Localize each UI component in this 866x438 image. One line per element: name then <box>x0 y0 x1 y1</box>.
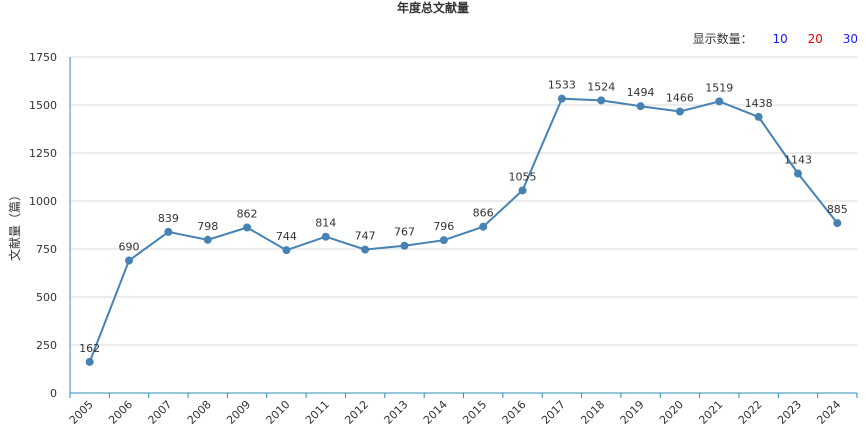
x-tick-label: 2011 <box>303 398 332 427</box>
display-count-option-10[interactable]: 10 <box>772 32 788 46</box>
data-point[interactable] <box>793 169 802 178</box>
data-label: 839 <box>158 212 179 225</box>
data-point[interactable] <box>85 357 94 366</box>
x-tick-label: 2014 <box>421 398 450 427</box>
y-tick-label: 1000 <box>29 195 57 208</box>
data-point[interactable] <box>479 222 488 231</box>
data-label: 798 <box>197 220 218 233</box>
data-point[interactable] <box>675 107 684 116</box>
x-tick-label: 2012 <box>342 398 371 427</box>
display-count-selector: 显示数量： 10 20 30 <box>693 31 858 47</box>
display-count-label: 显示数量： <box>692 32 753 46</box>
data-point[interactable] <box>557 94 566 103</box>
data-point[interactable] <box>636 102 645 111</box>
chart-title: 年度总文献量 <box>396 1 469 15</box>
display-count-option-20[interactable]: 20 <box>807 32 823 46</box>
x-tick-label: 2015 <box>460 398 489 427</box>
data-point[interactable] <box>203 235 212 244</box>
series-line-group <box>88 97 839 363</box>
data-point[interactable] <box>715 97 724 106</box>
x-tick-label: 2005 <box>67 398 96 427</box>
axes <box>69 57 858 398</box>
x-tick-label: 2007 <box>146 398 175 427</box>
display-count-option-30[interactable]: 30 <box>842 32 858 46</box>
data-label: 866 <box>473 207 494 220</box>
x-tick-label: 2023 <box>775 398 804 427</box>
data-point[interactable] <box>754 112 763 121</box>
data-point[interactable] <box>243 223 252 232</box>
data-label: 744 <box>276 230 297 243</box>
data-point[interactable] <box>439 236 448 245</box>
data-label: 747 <box>355 230 376 243</box>
data-label: 1466 <box>666 92 694 105</box>
data-label: 796 <box>433 220 454 233</box>
y-tick-label: 250 <box>36 339 57 352</box>
x-tick-label: 2008 <box>185 398 214 427</box>
x-tick-label: 2019 <box>618 398 647 427</box>
x-tick-label: 2018 <box>578 398 607 427</box>
y-axis-title: 文献量（篇） <box>7 189 22 261</box>
series-line <box>88 97 839 363</box>
data-label: 1533 <box>548 79 576 92</box>
x-tick-label: 2017 <box>539 398 568 427</box>
x-tick-label: 2024 <box>814 398 843 427</box>
grid-lines <box>70 56 857 346</box>
data-point[interactable] <box>321 232 330 241</box>
x-tick-labels: 2005 2006 2007 2008 2009 2010 2011 2012 2013 2014… <box>67 398 844 427</box>
y-tick-label: 500 <box>36 291 57 304</box>
data-label: 1494 <box>627 86 655 99</box>
data-labels: 162 690 839 798 862 744 814 747 767 796 866 1055 153… <box>79 79 848 355</box>
data-point[interactable] <box>518 186 527 195</box>
x-tick-label: 2009 <box>224 398 253 427</box>
data-point[interactable] <box>597 96 606 105</box>
data-points <box>85 94 842 366</box>
data-label: 814 <box>315 217 336 230</box>
data-point[interactable] <box>125 256 134 265</box>
x-tick-label: 2021 <box>696 398 725 427</box>
data-label: 1438 <box>745 97 773 110</box>
data-label: 690 <box>119 241 140 254</box>
data-label: 862 <box>237 207 258 220</box>
data-label: 767 <box>394 226 415 239</box>
data-label: 1519 <box>705 81 733 94</box>
data-point[interactable] <box>282 246 291 255</box>
y-tick-label: 1750 <box>29 51 57 64</box>
data-point[interactable] <box>833 219 842 228</box>
data-label: 162 <box>79 342 100 355</box>
data-point[interactable] <box>400 241 409 250</box>
data-point[interactable] <box>361 245 370 254</box>
x-tick-label: 2006 <box>106 398 135 427</box>
data-point[interactable] <box>164 227 173 236</box>
data-label: 1524 <box>587 80 615 93</box>
data-label: 1143 <box>784 154 812 167</box>
x-tick-label: 2010 <box>264 398 293 427</box>
x-tick-label: 2013 <box>382 398 411 427</box>
y-tick-label: 1250 <box>29 147 57 160</box>
x-tick-label: 2020 <box>657 398 686 427</box>
data-label: 1055 <box>509 170 537 183</box>
y-tick-label: 0 <box>50 387 57 400</box>
y-tick-label: 750 <box>36 243 57 256</box>
x-tick-label: 2022 <box>736 398 765 427</box>
data-label: 885 <box>827 203 848 216</box>
x-tick-label: 2016 <box>500 398 529 427</box>
y-tick-labels: 0 250 500 750 1000 1250 1500 1750 <box>29 51 57 400</box>
y-tick-label: 1500 <box>29 99 57 112</box>
